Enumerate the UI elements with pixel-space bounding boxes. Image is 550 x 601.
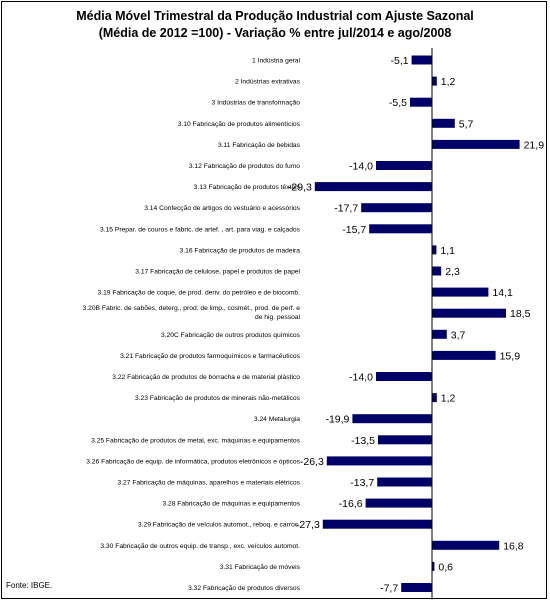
value-label: 14,1 bbox=[492, 287, 513, 299]
bar bbox=[410, 97, 432, 107]
value-label: -13,5 bbox=[351, 435, 375, 447]
bar bbox=[432, 139, 520, 149]
value-label: -5,1 bbox=[391, 55, 409, 67]
bar bbox=[432, 329, 447, 339]
bar bbox=[432, 540, 500, 550]
bar bbox=[369, 224, 432, 234]
bar bbox=[432, 76, 437, 86]
value-label: 2,3 bbox=[445, 266, 460, 278]
bar bbox=[411, 55, 432, 65]
category-label: 3.20B Fabric. de sabões, deterg., prod. … bbox=[83, 305, 301, 312]
category-label: 3.15 Prepar. de couros e fabric. de arte… bbox=[100, 226, 301, 233]
bar bbox=[376, 372, 432, 381]
bar bbox=[432, 266, 442, 276]
bar bbox=[365, 498, 432, 508]
chart-title-block: Média Móvel Trimestral da Produção Indus… bbox=[0, 8, 550, 42]
value-label: -14,0 bbox=[349, 161, 373, 173]
category-label: 1 Indústria geral bbox=[252, 58, 300, 65]
chart-subtitle: (Média de 2012 =100) - Variação % entre … bbox=[98, 26, 452, 40]
value-label: 1,2 bbox=[441, 393, 456, 405]
category-label: 3.19 Fabricação de coque, de prod. deriv… bbox=[98, 290, 301, 297]
category-label: de hig. pessoal bbox=[255, 314, 301, 321]
category-label: 3.24 Metalurgia bbox=[254, 416, 300, 423]
category-label: 3 Indústrias de transformação bbox=[212, 100, 301, 107]
bar bbox=[377, 477, 432, 487]
bar bbox=[432, 287, 489, 297]
value-label: 3,7 bbox=[451, 329, 466, 341]
bar bbox=[326, 456, 432, 466]
category-label: 3.16 Fabricação de produtos de madeira bbox=[180, 247, 301, 254]
bar bbox=[432, 118, 455, 128]
value-label: -13,7 bbox=[350, 477, 374, 489]
value-label: -29,3 bbox=[288, 182, 312, 194]
bar bbox=[432, 350, 496, 360]
value-label: -5,5 bbox=[389, 97, 407, 109]
bar bbox=[432, 245, 437, 255]
category-label: 3.22 Fabricação de produtos de borracha … bbox=[112, 374, 300, 381]
category-label: 3.25 Fabricação de produtos de metal, ex… bbox=[91, 437, 301, 444]
chart-title: Média Móvel Trimestral da Produção Indus… bbox=[76, 9, 474, 23]
bar bbox=[432, 308, 506, 318]
category-label: 3.32 Fabricação de produtos diversos bbox=[188, 585, 301, 592]
value-label: -17,7 bbox=[334, 203, 358, 215]
value-label: 18,5 bbox=[510, 308, 531, 320]
category-label: 3.17 Fabricação de celulose, papel e pro… bbox=[135, 269, 300, 276]
category-label: 3.31 Fabricação de móveis bbox=[220, 564, 301, 571]
category-label: 3.10 Fabricação de produtos alimentícios bbox=[178, 121, 301, 128]
category-label: 3.28 Fabricação de máquinas e equipament… bbox=[162, 501, 300, 508]
category-label: 3.12 Fabricação de produtos do fumo bbox=[189, 163, 300, 170]
value-label: -14,0 bbox=[349, 372, 373, 384]
category-label: 3.13 Fabricação de produtos têxteis bbox=[194, 184, 301, 191]
value-label: 15,9 bbox=[500, 350, 521, 362]
bar bbox=[314, 182, 432, 192]
category-label: 3.27 Fabricação de máquinas, aparelhos e… bbox=[117, 480, 300, 487]
category-label: 3.30 Fabricação de outros equip. de tran… bbox=[100, 543, 300, 550]
category-label: 3.26 Fabricação de equip. de informática… bbox=[86, 458, 300, 465]
value-label: 0,6 bbox=[438, 561, 453, 573]
category-label: 3.21 Fabricação de produtos farmoquímico… bbox=[120, 353, 301, 360]
value-label: -16,6 bbox=[339, 498, 363, 510]
source-note: Fonte: IBGE. bbox=[6, 581, 53, 590]
bar bbox=[432, 393, 437, 403]
value-label: 1,2 bbox=[441, 76, 456, 88]
bar bbox=[401, 583, 432, 592]
category-label: 3.20C Fabricação de outros produtos quím… bbox=[161, 332, 301, 339]
value-label: -27,3 bbox=[296, 519, 320, 531]
value-label: -15,7 bbox=[342, 224, 366, 236]
value-label: -7,7 bbox=[380, 583, 398, 595]
category-label: 2 Indústrias extrativas bbox=[235, 79, 301, 86]
value-label: 1,1 bbox=[440, 245, 455, 257]
bar bbox=[376, 161, 432, 170]
bar bbox=[378, 435, 432, 445]
bar bbox=[432, 561, 435, 571]
value-label: 16,8 bbox=[503, 540, 524, 552]
value-label: -26,3 bbox=[300, 456, 324, 468]
category-label: 3.23 Fabricação de produtos de minerais … bbox=[135, 395, 301, 402]
category-label: 3.11 Fabricação de bebidas bbox=[218, 142, 301, 149]
bar bbox=[322, 519, 432, 529]
bar bbox=[352, 414, 432, 424]
value-label: 5,7 bbox=[459, 118, 474, 130]
bar bbox=[361, 203, 432, 213]
category-label: 3.14 Confecção de artigos do vestuário e… bbox=[144, 205, 300, 212]
value-label: -19,9 bbox=[325, 414, 349, 426]
value-label: 21,9 bbox=[524, 139, 545, 151]
category-label: 3.29 Fabricação de veículos automot., re… bbox=[138, 522, 300, 529]
